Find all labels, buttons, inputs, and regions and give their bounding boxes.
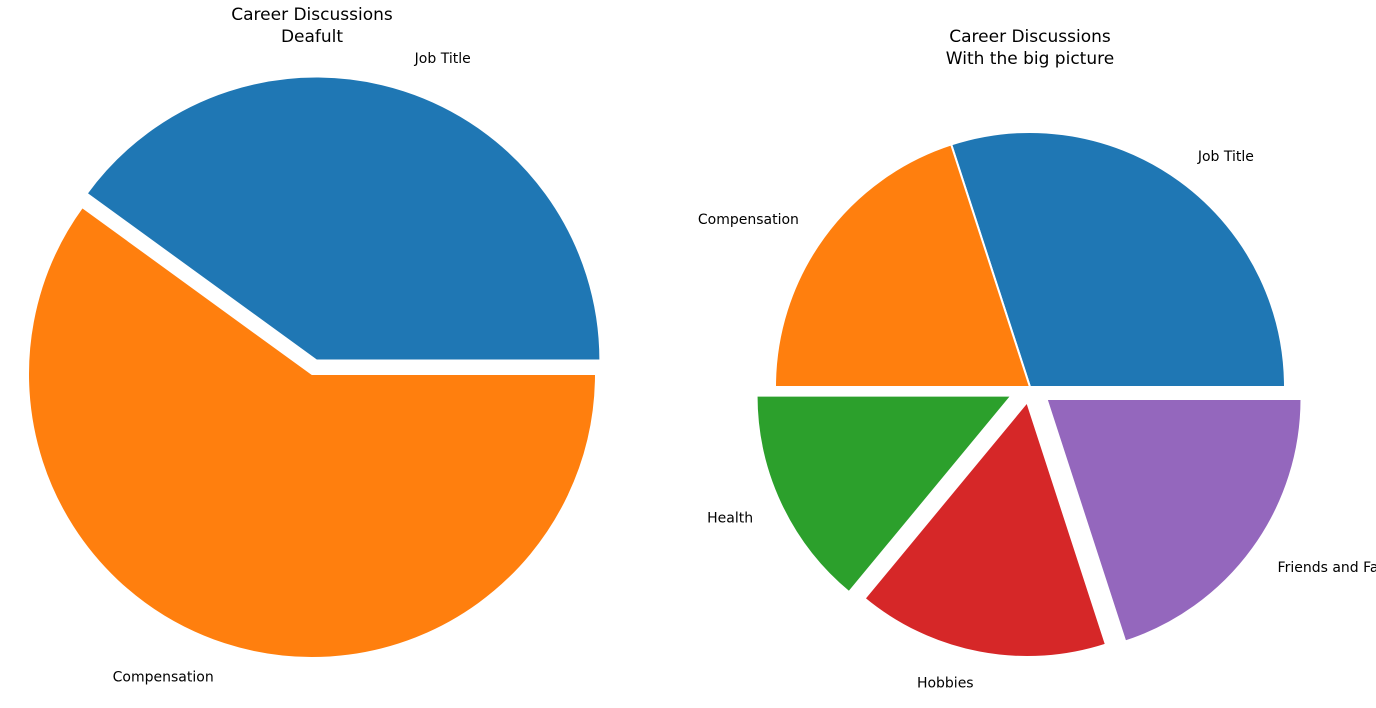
slice-label-friends-and-family: Friends and Family bbox=[1278, 560, 1376, 576]
slice-label-health: Health bbox=[707, 510, 753, 526]
pie-slice-job-title bbox=[950, 131, 1286, 388]
pie-slice-health bbox=[755, 394, 1013, 594]
pie-slice-job-title bbox=[85, 75, 602, 362]
pie-slice-compensation bbox=[774, 143, 1031, 388]
pie-slice-compensation bbox=[27, 206, 597, 659]
pie-slice-friends-and-family bbox=[1045, 397, 1303, 643]
slice-label-job-title: Job Title bbox=[1197, 149, 1254, 165]
slice-label-compensation: Compensation bbox=[698, 212, 799, 228]
pie-chart-2: Career Discussions With the big picture Jo… bbox=[698, 27, 1376, 692]
slice-label-compensation: Compensation bbox=[113, 670, 214, 686]
pie-chart-1: Career Discussions Deafult Job Title Compen… bbox=[27, 5, 602, 686]
slice-label-hobbies: Hobbies bbox=[917, 676, 974, 692]
chart-title: Career Discussions Deafult bbox=[231, 5, 393, 47]
slice-label-job-title: Job Title bbox=[414, 51, 471, 67]
chart-title: Career Discussions With the big picture bbox=[946, 27, 1114, 69]
pie-slice-hobbies bbox=[863, 401, 1107, 659]
